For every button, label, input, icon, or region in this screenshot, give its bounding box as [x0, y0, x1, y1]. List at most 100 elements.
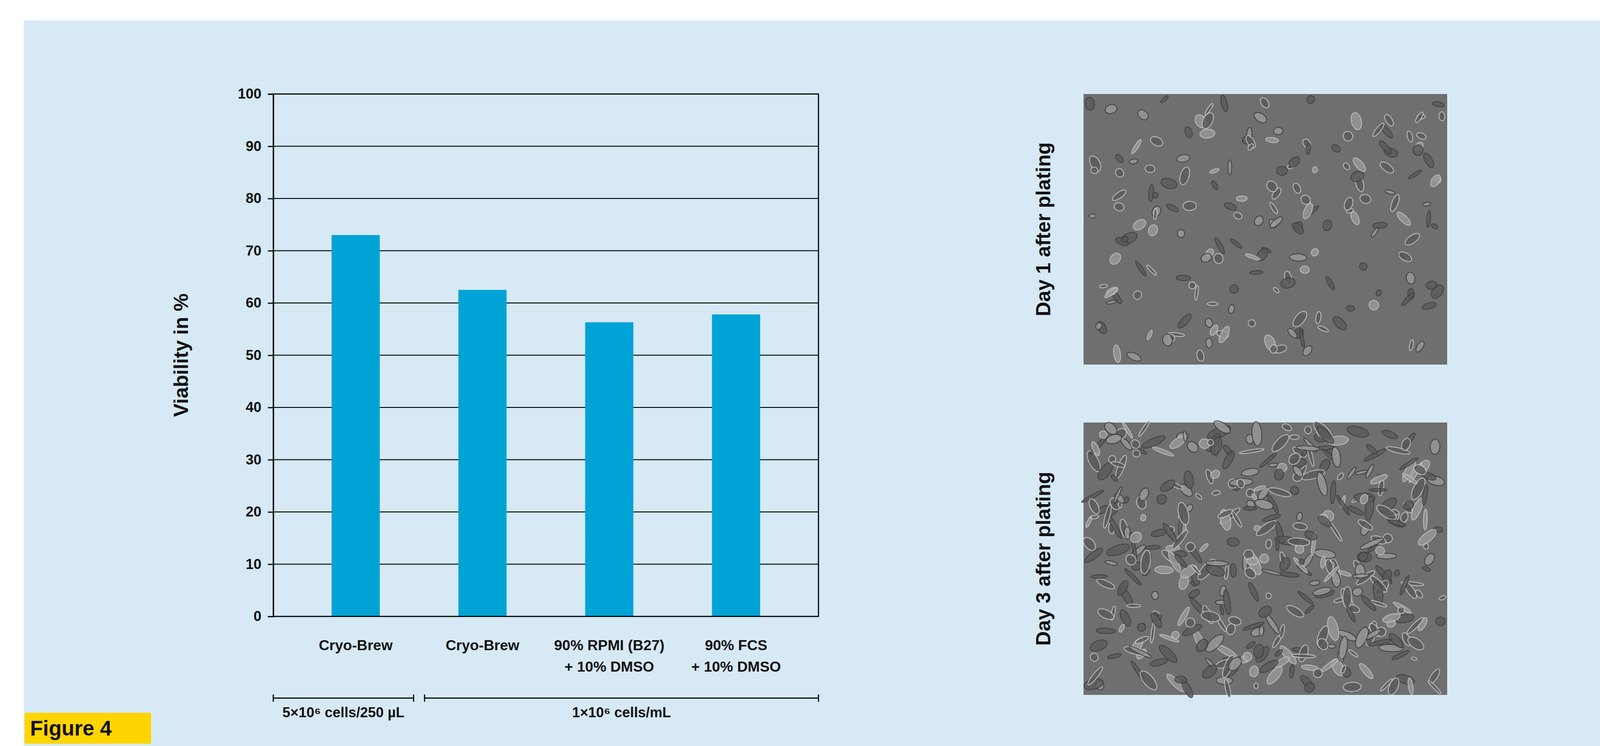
- micrograph-cell: [1345, 605, 1357, 623]
- micrograph-cell: [1358, 192, 1372, 205]
- micrograph-cell: [1401, 472, 1419, 485]
- micrograph-cell: [1230, 510, 1244, 528]
- micrograph-cell: [1304, 604, 1316, 615]
- micrograph-cell: [1337, 569, 1352, 578]
- micrograph-cell: [1155, 492, 1169, 507]
- micrograph-cell: [1311, 667, 1324, 680]
- micrograph-cell: [1098, 429, 1109, 440]
- group-label: 1×10⁶ cells/mL: [572, 704, 672, 721]
- micrograph-cell: [1246, 142, 1255, 152]
- micrograph-cell: [1341, 161, 1351, 172]
- micrograph-cell: [1115, 578, 1131, 598]
- micrograph-cell: [1084, 515, 1093, 528]
- micrograph-cell: [1176, 275, 1191, 282]
- tick-label: 0: [253, 608, 262, 625]
- micrograph-cell: [1176, 153, 1191, 164]
- micrograph-cell: [1207, 302, 1219, 306]
- micrograph-cell: [1089, 440, 1102, 457]
- tick: 10: [245, 556, 274, 573]
- micrograph-cell: [1253, 682, 1259, 689]
- micrograph-cell: [1240, 467, 1260, 478]
- tick-label-line: 90% RPMI (B27): [554, 636, 665, 654]
- micrograph-cell: [1131, 217, 1148, 233]
- micrograph-cell: [1154, 565, 1174, 575]
- micrograph-cell: [1411, 656, 1418, 661]
- micrograph-cell: [1426, 210, 1432, 228]
- micrograph-cell: [1228, 159, 1232, 175]
- micrograph-cell: [1407, 677, 1415, 695]
- micrograph-cell: [1223, 201, 1238, 212]
- micrograph-cell: [1345, 423, 1371, 439]
- micrograph-cell: [1381, 611, 1402, 625]
- tick-label-line: + 10% DMSO: [564, 658, 655, 675]
- micrograph-cell: [1412, 462, 1428, 477]
- micrograph-cell: [1265, 136, 1279, 144]
- group-bracket: 1×10⁶ cells/mL: [424, 694, 819, 721]
- micrograph-cell: [1368, 488, 1388, 492]
- tick-mark: [267, 198, 274, 200]
- grid-line: [273, 145, 819, 147]
- group-bracket: 5×10⁶ cells/250 µL: [273, 694, 414, 721]
- micrograph-cell: [1086, 665, 1105, 687]
- micrograph-texture: [1080, 418, 1447, 699]
- micrograph-cell: [1290, 308, 1310, 329]
- micrograph-cell: [1205, 560, 1229, 567]
- micrograph-cell: [1089, 165, 1100, 175]
- micrograph-cell: [1347, 648, 1359, 658]
- panel-background: [23, 20, 1600, 746]
- micrograph-cell: [1429, 438, 1441, 455]
- micrograph-cell: [1330, 314, 1350, 333]
- micrograph-cell: [1104, 559, 1118, 567]
- micrograph-cell: [1151, 191, 1160, 199]
- micrograph-cell: [1183, 125, 1194, 139]
- tick-label: 70: [245, 242, 262, 259]
- micrograph-cell: [1252, 643, 1266, 659]
- micrograph-cell: [1226, 536, 1240, 547]
- figure: 0102030405060708090100Viability in %Cryo…: [0, 0, 1600, 746]
- micrograph-cell: [1365, 442, 1379, 456]
- micrograph-cell: [1297, 643, 1311, 663]
- micrograph-cell: [1159, 176, 1178, 191]
- micrograph-cell: [1367, 637, 1392, 647]
- micrograph-cell: [1317, 324, 1329, 334]
- micrograph-cell: [1232, 211, 1243, 221]
- tick: 20: [245, 503, 274, 520]
- micrograph-cell: [1392, 600, 1413, 615]
- micrograph-cell: [1182, 430, 1188, 443]
- micrograph-cell: [1289, 253, 1308, 262]
- micrograph-ground: [1083, 422, 1448, 695]
- micrograph-cell: [1342, 196, 1355, 212]
- micrograph-cell: [1414, 110, 1425, 124]
- tick-mark: [267, 250, 274, 252]
- micrograph-cell: [1229, 563, 1237, 578]
- micrograph-cell: [1340, 664, 1347, 674]
- micrograph-cell: [1357, 260, 1369, 272]
- micrograph-cell: [1129, 437, 1142, 450]
- micrograph-cell: [1089, 213, 1096, 219]
- micrograph-cell: [1388, 193, 1402, 213]
- micrograph-cell: [1425, 279, 1438, 291]
- micrograph-cell: [1265, 539, 1273, 550]
- micrograph-cell: [1135, 107, 1151, 122]
- micrograph-cell: [1284, 603, 1306, 620]
- micrograph-cell: [1094, 321, 1104, 331]
- micrograph-cell: [1416, 526, 1439, 548]
- micrograph-cell: [1374, 502, 1399, 523]
- micrograph-cell: [1088, 637, 1109, 654]
- micrograph-cell: [1187, 587, 1201, 600]
- micrograph-cell: [1198, 542, 1210, 553]
- micrograph-cell: [1412, 144, 1424, 157]
- plot-frame: [273, 93, 819, 617]
- micrograph-cell: [1128, 644, 1153, 660]
- micrograph-cell: [1400, 291, 1417, 308]
- micrograph-cell: [1245, 640, 1257, 650]
- micrograph-cell: [1273, 468, 1285, 482]
- micrograph-cell: [1216, 324, 1232, 344]
- micrograph-cell: [1211, 489, 1221, 496]
- micrograph-cell: [1292, 521, 1308, 532]
- tick-label-line: + 10% DMSO: [691, 658, 782, 675]
- micrograph-cell: [1176, 501, 1191, 527]
- micrograph-cell: [1298, 557, 1306, 566]
- micrograph-cell: [1316, 514, 1333, 529]
- micrograph-cell: [1422, 508, 1428, 530]
